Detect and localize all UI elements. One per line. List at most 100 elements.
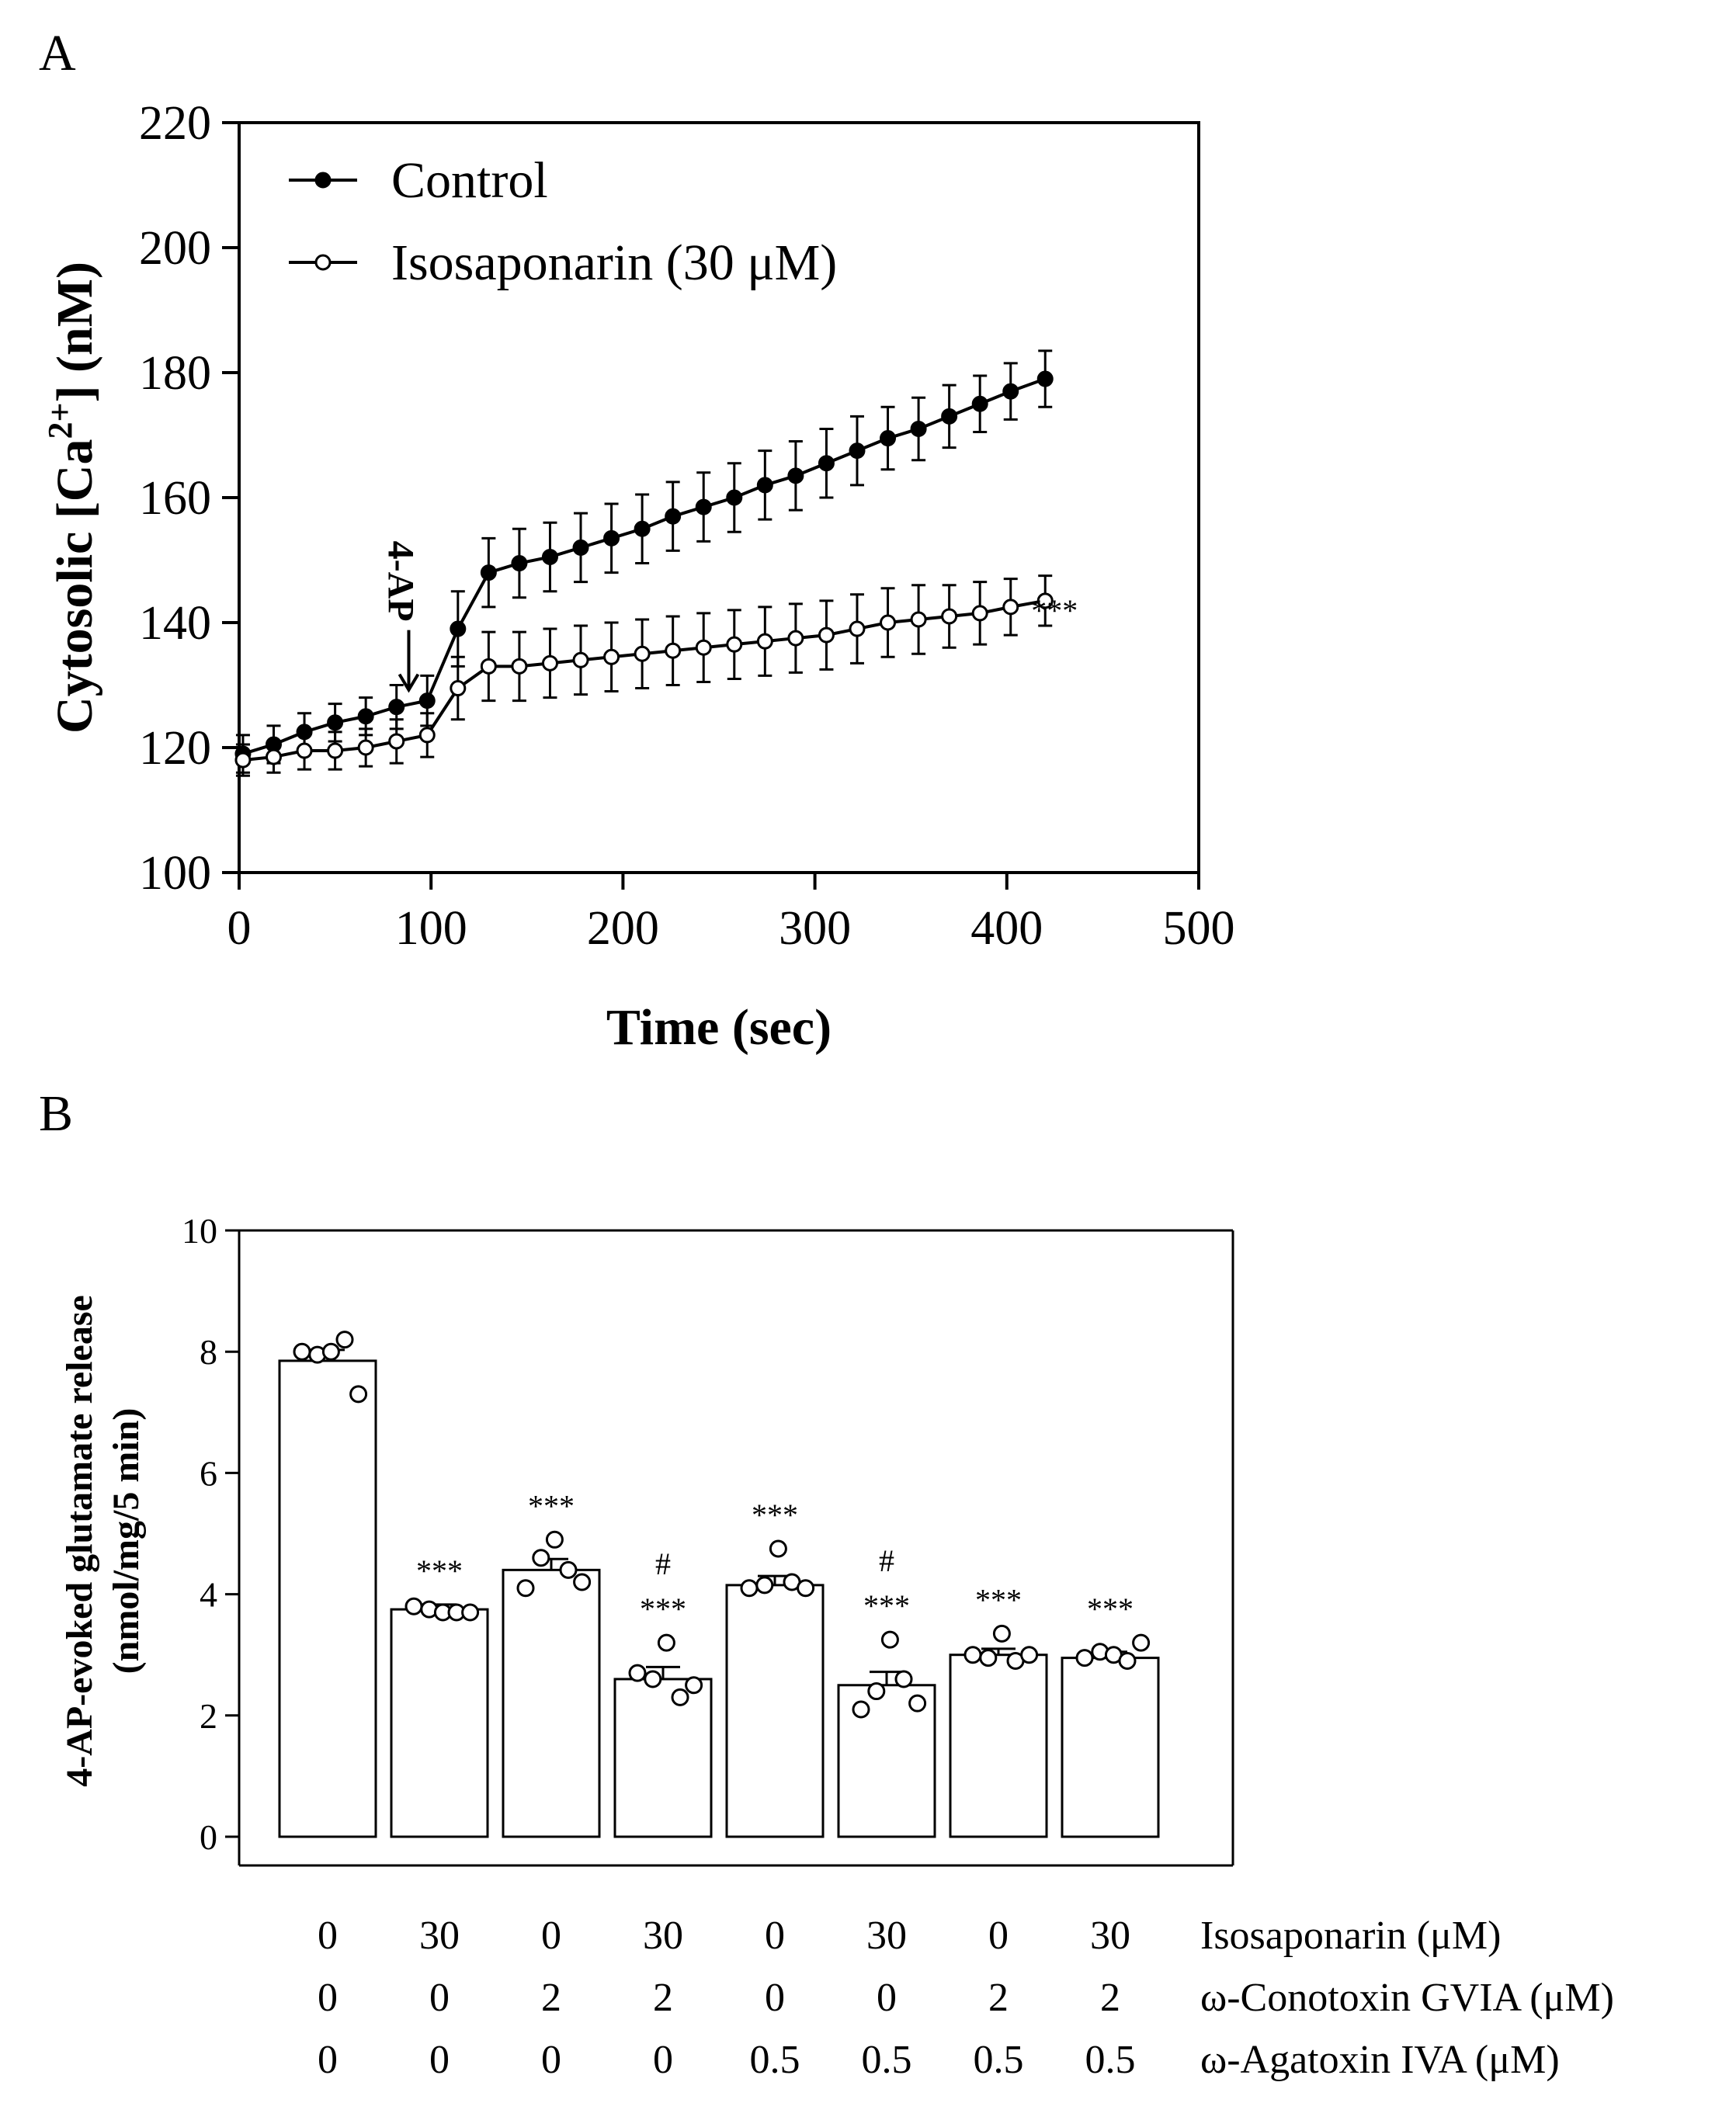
annotation-4ap-arrow	[398, 630, 420, 693]
data-point-isosaponarin	[971, 605, 988, 622]
data-point-isosaponarin	[880, 614, 897, 631]
y-tick-label: 4	[200, 1575, 217, 1615]
individual-point	[867, 1682, 886, 1701]
y-tick-label: 120	[139, 722, 211, 775]
individual-point	[1075, 1649, 1094, 1667]
panel-b-bars: *** *** *** # *** *** # *** ***	[278, 1331, 1160, 1838]
individual-point	[797, 1579, 815, 1598]
data-point-isosaponarin	[234, 751, 252, 769]
data-point-isosaponarin	[603, 648, 620, 665]
data-point-isosaponarin	[357, 739, 374, 756]
y-tick-label: 10	[182, 1211, 217, 1251]
data-point-control	[910, 420, 927, 437]
legend-marker-control	[314, 172, 332, 189]
individual-point	[671, 1688, 689, 1706]
y-tick-label: 180	[139, 347, 211, 400]
data-point-control	[849, 442, 866, 460]
data-point-isosaponarin	[541, 654, 558, 672]
individual-point	[908, 1694, 927, 1713]
panel-a-xlabel: Time (sec)	[606, 999, 832, 1056]
data-point-isosaponarin	[1036, 592, 1054, 609]
data-point-control	[511, 555, 528, 572]
data-point-isosaponarin	[818, 626, 835, 644]
treatment-value: 0	[877, 1976, 897, 2020]
treatment-value: 30	[1090, 1914, 1130, 1958]
data-point-isosaponarin	[511, 658, 528, 675]
data-point-control	[327, 714, 344, 731]
individual-point	[880, 1630, 899, 1649]
individual-point	[532, 1549, 550, 1567]
treatment-value: 0.5	[862, 2038, 912, 2082]
individual-point	[335, 1331, 354, 1349]
y-tick-label: 8	[200, 1332, 217, 1372]
treatment-value: 30	[419, 1914, 460, 1958]
y-tick-label: 100	[139, 847, 211, 900]
treatment-value: 2	[1100, 1976, 1120, 2020]
bar	[390, 1608, 489, 1838]
individual-point	[573, 1573, 592, 1591]
y-tick-label: 6	[200, 1453, 217, 1493]
data-point-isosaponarin	[756, 633, 773, 650]
panel-a-ylabel: Cytosolic [Ca2+] (nM)	[41, 262, 103, 734]
panel-b-ylabel-line1: 4-AP-evoked glutamate release	[59, 1295, 100, 1787]
legend-label-control: Control	[391, 152, 548, 209]
treatment-value: 0	[318, 1976, 338, 2020]
treatment-table: 0 30 0 30 0 30 0 30 Isosaponarin (μM) 0 0 2 2 0 0 2 2 ω-C…	[318, 1914, 1614, 2082]
data-point-control	[1036, 370, 1054, 387]
panel-a-ylabel-sup: 2+	[41, 402, 79, 439]
data-point-control	[634, 520, 651, 537]
individual-point	[293, 1342, 311, 1361]
data-point-control	[880, 430, 897, 447]
treatment-value: 0.5	[1085, 2038, 1136, 2082]
treatment-value: 0	[765, 1976, 785, 2020]
significance-marker: ***	[975, 1582, 1022, 1617]
panel-a-ylabel-end: ] (nM)	[47, 262, 103, 402]
data-point-isosaponarin	[327, 742, 344, 759]
treatment-value: 0	[318, 1914, 338, 1958]
x-tick-label: 400	[970, 902, 1043, 955]
individual-point	[349, 1385, 368, 1404]
data-point-control	[357, 708, 374, 725]
bar	[949, 1654, 1048, 1838]
y-tick-label: 0	[200, 1817, 217, 1857]
data-point-control	[726, 489, 743, 506]
treatment-value: 2	[988, 1976, 1009, 2020]
individual-point	[894, 1670, 913, 1688]
data-point-isosaponarin	[418, 727, 436, 744]
data-point-control	[756, 477, 773, 494]
arrow-head	[398, 673, 420, 693]
individual-point	[769, 1539, 787, 1558]
data-point-isosaponarin	[572, 651, 589, 668]
data-point-isosaponarin	[849, 620, 866, 637]
data-point-isosaponarin	[910, 611, 927, 628]
data-point-control	[695, 498, 712, 515]
individual-point	[755, 1576, 774, 1595]
panel-a-significance: ***	[1031, 593, 1078, 628]
individual-point	[1118, 1652, 1137, 1671]
annotation-4ap-label: 4-AP	[380, 541, 421, 622]
data-point-control	[1002, 383, 1019, 400]
x-tick-label: 500	[1163, 902, 1235, 955]
individual-point	[657, 1633, 675, 1652]
individual-point	[628, 1664, 647, 1682]
individual-point	[559, 1560, 578, 1579]
bar	[725, 1584, 825, 1838]
treatment-value: 0	[318, 2038, 338, 2082]
data-point-control	[450, 620, 467, 637]
individual-point	[963, 1646, 982, 1664]
data-point-control	[941, 408, 958, 425]
data-point-isosaponarin	[480, 658, 497, 675]
legend: Control Isosaponarin (30 μM)	[289, 152, 837, 291]
data-point-isosaponarin	[265, 748, 282, 765]
data-point-isosaponarin	[388, 733, 405, 750]
treatment-value: 0	[541, 2038, 561, 2082]
individual-point	[992, 1624, 1011, 1643]
treatment-value: 30	[866, 1914, 907, 1958]
data-point-isosaponarin	[634, 645, 651, 662]
panel-b-ylabel-line2: (nmol/mg/5 min)	[106, 1408, 147, 1674]
bar	[278, 1359, 377, 1838]
data-point-control	[480, 564, 497, 581]
data-point-isosaponarin	[695, 639, 712, 656]
treatment-value: 0	[541, 1914, 561, 1958]
legend-marker-isosaponarin	[314, 254, 332, 271]
